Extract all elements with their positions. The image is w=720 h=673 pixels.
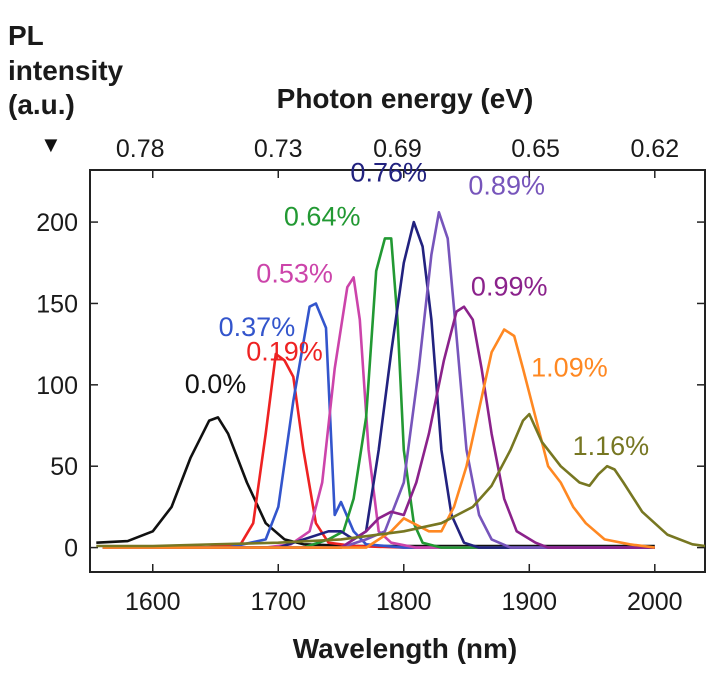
y-axis-title-line-2: intensity <box>8 55 124 86</box>
series-line-7 <box>102 305 655 549</box>
down-triangle-icon: ▼ <box>40 132 62 157</box>
series-line-8 <box>102 328 655 549</box>
y-tick-label: 200 <box>36 209 78 237</box>
y-tick-label: 50 <box>50 453 78 481</box>
series-line-2 <box>102 302 655 549</box>
x-tick-label: 1700 <box>250 588 306 616</box>
series-label-8: 1.09% <box>531 353 608 383</box>
y-axis-title: PL intensity (a.u.) ▼ <box>8 20 124 157</box>
series-label-6: 0.89% <box>468 170 545 200</box>
top-tick-label: 0.65 <box>511 135 560 163</box>
x-tick-label: 2000 <box>627 588 683 616</box>
axis-ticks: 1600 1700 1800 1900 2000 0 50 100 150 200 0.78 0.73… <box>36 135 705 616</box>
y-tick-label: 150 <box>36 290 78 318</box>
series-label-7: 0.99% <box>471 271 548 301</box>
y-axis-title-line-1: PL <box>8 20 44 51</box>
plot-frame <box>89 169 706 573</box>
series-line-4 <box>102 237 655 549</box>
x-tick-label: 1900 <box>501 588 557 616</box>
series-lines <box>96 211 706 549</box>
x-axis-title: Wavelength (nm) <box>293 633 518 664</box>
top-tick-label: 0.62 <box>630 135 679 163</box>
series-line-0 <box>96 416 655 548</box>
y-tick-label: 100 <box>36 372 78 400</box>
top-tick-label: 0.73 <box>254 135 303 163</box>
series-label-4: 0.64% <box>284 201 361 231</box>
y-axis-title-line-3: (a.u.) <box>8 89 75 120</box>
series-line-9 <box>96 412 706 548</box>
series-label-3: 0.53% <box>256 258 333 288</box>
y-tick-label: 0 <box>64 535 78 563</box>
top-tick-label: 0.78 <box>116 135 165 163</box>
top-axis-title: Photon energy (eV) <box>277 83 534 114</box>
series-label-2: 0.37% <box>219 312 296 342</box>
series-label-5: 0.76% <box>350 157 427 187</box>
series-label-9: 1.16% <box>573 431 650 461</box>
series-line-5 <box>102 220 655 549</box>
series-label-0: 0.0% <box>185 369 247 399</box>
series-label-1: 0.19% <box>246 336 323 366</box>
x-tick-label: 1800 <box>376 588 432 616</box>
top-tick-label: 0.69 <box>373 135 422 163</box>
x-tick-label: 1600 <box>125 588 181 616</box>
series-labels: 0.0%0.19%0.37% 0.53% 0.64% 0.76% 0.89% 0.99% 1… <box>185 157 649 460</box>
